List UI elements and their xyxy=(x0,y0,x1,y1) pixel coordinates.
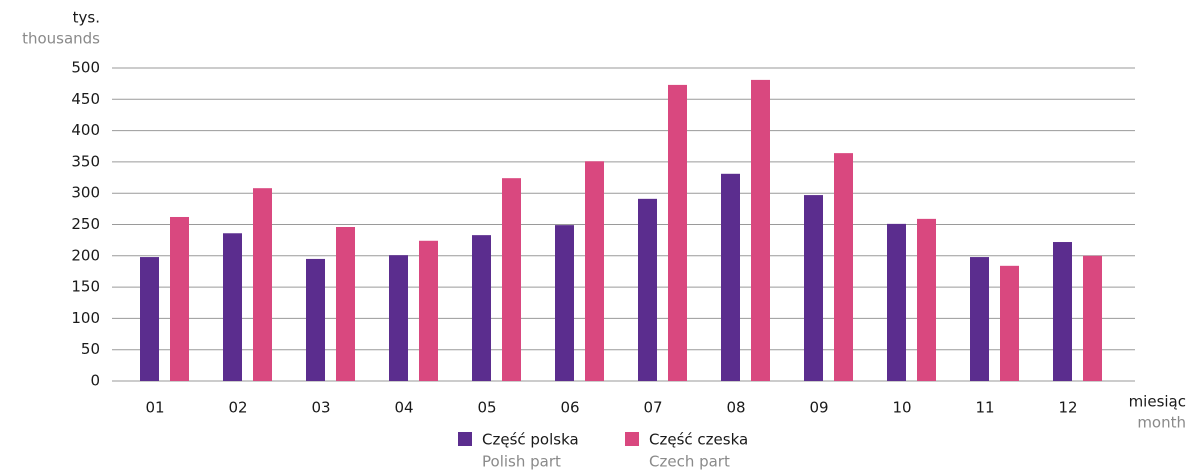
legend-label-en: Polish part xyxy=(482,453,561,471)
x-tick-label: 06 xyxy=(560,399,579,417)
y-tick-label: 400 xyxy=(71,121,100,139)
x-tick-label: 02 xyxy=(228,399,247,417)
x-tick-label: 12 xyxy=(1058,399,1077,417)
bar xyxy=(253,188,272,381)
x-axis-label: miesiąc xyxy=(1129,393,1186,411)
legend-swatch xyxy=(458,432,472,446)
bar xyxy=(502,178,521,381)
bar xyxy=(555,225,574,381)
y-tick-label: 100 xyxy=(71,309,100,327)
bar xyxy=(585,161,604,381)
x-tick-label: 01 xyxy=(145,399,164,417)
y-tick-label: 150 xyxy=(71,278,100,296)
bar xyxy=(804,195,823,381)
x-tick-label: 11 xyxy=(975,399,994,417)
legend-label: Część czeska xyxy=(649,431,748,449)
y-tick-label: 0 xyxy=(90,372,100,390)
bar xyxy=(834,153,853,381)
x-tick-label: 07 xyxy=(643,399,662,417)
bar xyxy=(721,173,740,381)
y-tick-label: 50 xyxy=(81,340,100,358)
bar xyxy=(1083,255,1102,381)
y-tick-label: 500 xyxy=(71,59,100,77)
x-tick-label: 03 xyxy=(311,399,330,417)
bar xyxy=(970,257,989,381)
x-tick-label: 08 xyxy=(726,399,745,417)
bar xyxy=(223,233,242,381)
x-tick-label: 09 xyxy=(809,399,828,417)
bar xyxy=(917,218,936,381)
bar xyxy=(389,255,408,381)
bar xyxy=(306,258,325,381)
x-tick-label: 10 xyxy=(892,399,911,417)
legend-swatch xyxy=(625,432,639,446)
y-tick-label: 200 xyxy=(71,246,100,264)
y-axis-label: tys. xyxy=(73,9,100,27)
x-tick-label: 05 xyxy=(477,399,496,417)
bar xyxy=(419,240,438,381)
bar xyxy=(887,223,906,381)
y-axis-label-en: thousands xyxy=(22,30,100,48)
legend-label-en: Czech part xyxy=(649,453,730,471)
bar xyxy=(336,227,355,381)
bar xyxy=(668,84,687,381)
bar xyxy=(472,235,491,381)
y-tick-label: 450 xyxy=(71,90,100,108)
y-tick-label: 300 xyxy=(71,184,100,202)
x-tick-label: 04 xyxy=(394,399,413,417)
x-axis-label-en: month xyxy=(1137,414,1186,432)
y-tick-label: 250 xyxy=(71,215,100,233)
bar xyxy=(170,216,189,381)
bar xyxy=(1000,265,1019,381)
legend-label: Część polska xyxy=(482,431,579,449)
bar xyxy=(751,79,770,382)
bar xyxy=(1053,242,1072,381)
y-tick-label: 350 xyxy=(71,152,100,170)
bar xyxy=(638,198,657,381)
bar xyxy=(140,257,159,381)
